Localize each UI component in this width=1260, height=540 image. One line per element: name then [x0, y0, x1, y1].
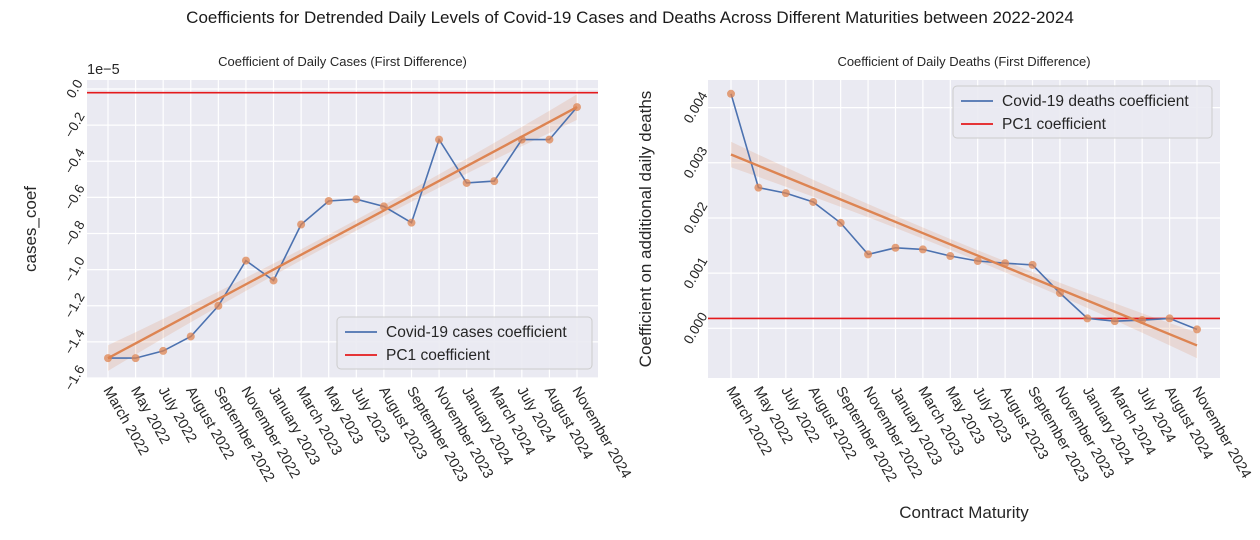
- data-point: [462, 178, 471, 187]
- y-tick-label: 0.001: [681, 255, 711, 292]
- y-tick-label: −1.0: [61, 254, 87, 285]
- data-point: [214, 301, 223, 310]
- data-point: [352, 195, 361, 204]
- legend-label-pc1: PC1 coefficient: [1002, 116, 1107, 133]
- legend-label-series: Covid-19 cases coefficient: [386, 324, 567, 341]
- x-axis-label: Contract Maturity: [899, 503, 1029, 522]
- subplot-deaths: Coefficient of Daily Deaths (First Diffe…: [636, 54, 1254, 522]
- trend-line: [107, 106, 578, 360]
- data-point: [973, 257, 982, 266]
- legend-box: [336, 316, 593, 370]
- data-point: [131, 354, 140, 363]
- data-point: [946, 252, 955, 261]
- y-tick-label: 0.0: [63, 77, 85, 101]
- legend: Covid-19 deaths coefficient PC1 coefficie…: [952, 85, 1213, 139]
- data-point: [781, 189, 790, 198]
- y-offset-label: 1e−5: [87, 62, 120, 78]
- data-point: [836, 218, 845, 227]
- data-point: [241, 256, 250, 265]
- subplot-title: Coefficient of Daily Cases (First Differ…: [218, 54, 467, 69]
- y-tick-label: 0.000: [681, 310, 711, 347]
- y-tick-label: −0.2: [61, 110, 87, 141]
- legend-label-pc1: PC1 coefficient: [386, 347, 491, 364]
- data-point: [545, 135, 554, 144]
- trend-line: [730, 153, 1198, 347]
- legend-label-series: Covid-19 deaths coefficient: [1002, 93, 1189, 110]
- y-axis-label: Coefficient on additional daily deaths: [636, 91, 655, 368]
- y-tick-label: −0.4: [61, 145, 88, 176]
- y-tick-label: 0.004: [681, 89, 711, 126]
- data-point: [269, 276, 278, 285]
- data-point: [159, 346, 168, 355]
- data-point: [754, 183, 763, 192]
- y-tick-label: −0.6: [61, 182, 87, 213]
- subplot-cases: Coefficient of Daily Cases (First Differ…: [21, 54, 634, 485]
- data-point: [324, 197, 333, 206]
- data-point: [864, 250, 873, 259]
- data-point: [1083, 314, 1092, 323]
- subplot-title: Coefficient of Daily Deaths (First Diffe…: [837, 54, 1090, 69]
- data-point: [1110, 317, 1119, 326]
- data-point: [490, 177, 499, 186]
- data-point: [186, 332, 195, 341]
- y-tick-label: −0.8: [61, 218, 87, 249]
- y-tick-label: −1.2: [61, 290, 87, 321]
- y-tick-label: −1.6: [61, 362, 87, 393]
- data-point: [1165, 314, 1174, 323]
- data-point: [918, 245, 927, 254]
- y-tick-label: −1.4: [61, 326, 88, 357]
- data-point: [297, 220, 306, 229]
- data-point: [727, 89, 735, 98]
- data-point: [1028, 260, 1037, 269]
- series-line: [730, 93, 1198, 331]
- data-point: [891, 243, 900, 252]
- figure-title: Coefficients for Detrended Daily Levels …: [186, 8, 1074, 27]
- data-point: [809, 197, 818, 206]
- y-tick-label: 0.003: [681, 144, 711, 181]
- data-point: [1193, 325, 1201, 334]
- legend-box: [952, 85, 1213, 139]
- y-axis-label: cases_coef: [21, 186, 40, 272]
- y-tick-label: 0.002: [681, 199, 711, 236]
- series-line: [108, 106, 578, 359]
- data-point: [435, 135, 444, 144]
- legend: Covid-19 cases coefficient PC1 coefficien…: [336, 316, 593, 370]
- data-point: [407, 218, 416, 227]
